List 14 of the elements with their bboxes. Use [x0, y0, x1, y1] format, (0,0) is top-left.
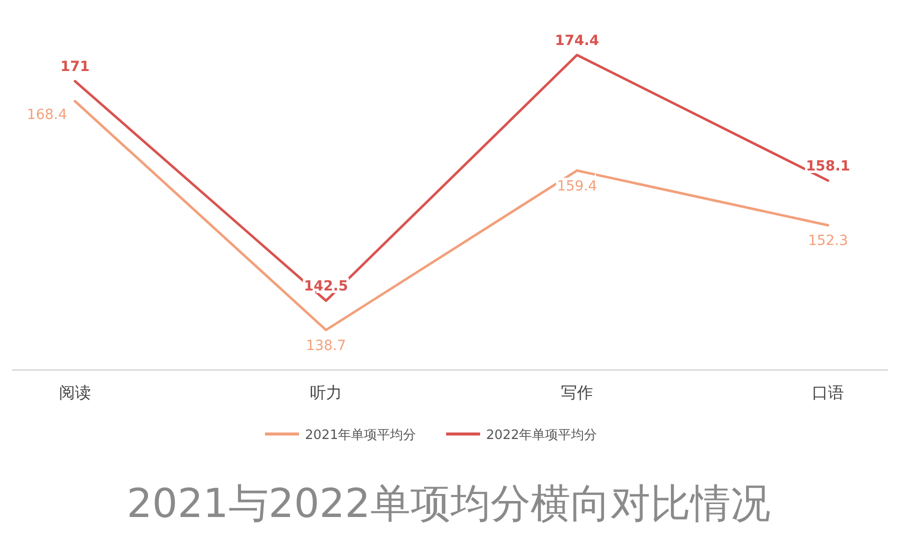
x-tick-label: 口语	[812, 383, 844, 402]
data-label: 152.3	[808, 233, 848, 250]
legend-label: 2022年单项平均分	[486, 428, 598, 443]
legend-label: 2021年单项平均分	[305, 428, 416, 443]
data-label: 158.1	[806, 158, 850, 175]
text: 2021与2022单项均分横向对比情况	[126, 480, 772, 528]
data-label: 174.4	[554, 33, 600, 49]
x-tick-label: 阅读	[59, 383, 91, 402]
data-label: 171	[60, 59, 90, 76]
x-tick-label: 听力	[310, 383, 342, 402]
x-tick-label: 写作	[561, 383, 593, 402]
data-label: 138.7	[306, 338, 346, 354]
data-label: 168.4	[26, 107, 68, 124]
data-label: 159.4	[556, 178, 598, 195]
